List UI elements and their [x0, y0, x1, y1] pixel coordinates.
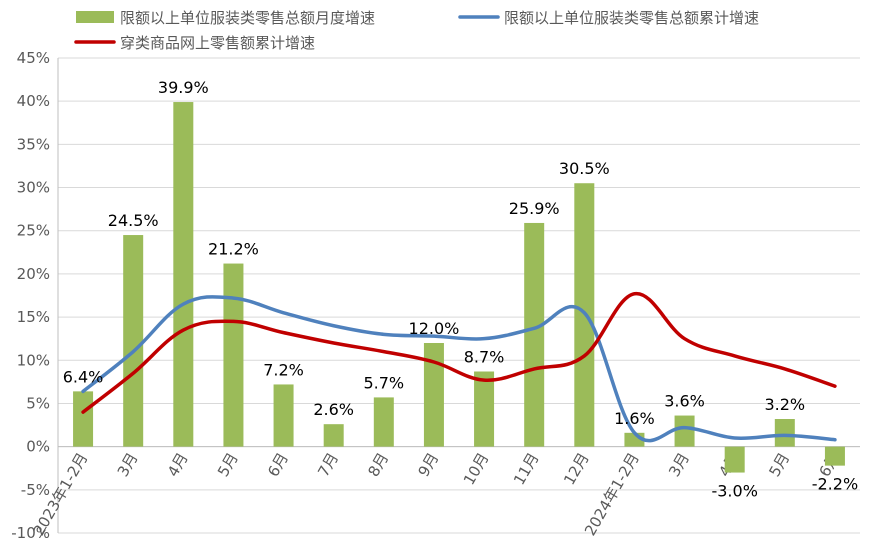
bar: [373, 397, 394, 447]
data-label: 1.6%: [614, 409, 655, 428]
bar: [524, 222, 545, 447]
legend: 限额以上单位服装类零售总额月度增速 限额以上单位服装类零售总额累计增速穿类商品网上…: [74, 9, 759, 52]
legend-label: 穿类商品网上零售额累计增速: [120, 34, 315, 52]
bar: [774, 419, 795, 447]
data-label: -3.0%: [711, 482, 757, 501]
y-tick-label: 35%: [17, 135, 50, 153]
bar: [423, 343, 444, 447]
bar-series: [73, 102, 845, 473]
x-tick-label: 8月: [364, 450, 392, 480]
x-tick-label: 2024年1-2月: [581, 450, 643, 539]
x-tick-label: 12月: [560, 450, 593, 489]
data-label: 5.7%: [363, 373, 404, 392]
data-label: 39.9%: [158, 78, 209, 97]
legend-label: 限额以上单位服装类零售总额月度增速: [120, 9, 375, 27]
data-label: 7.2%: [263, 360, 304, 379]
cumulative-growth-line: [81, 295, 837, 443]
x-tick-label: 6月: [264, 450, 292, 480]
data-label: 12.0%: [409, 319, 460, 338]
y-tick-label: 5%: [26, 394, 50, 412]
data-label: 21.2%: [208, 240, 259, 259]
y-tick-label: -5%: [21, 481, 50, 499]
bar: [223, 263, 244, 447]
y-tick-label: 10%: [17, 351, 50, 369]
bar: [824, 446, 845, 466]
bar: [123, 235, 144, 447]
bar: [73, 391, 94, 447]
bar: [273, 384, 294, 447]
legend-label: 限额以上单位服装类零售总额累计增速: [504, 9, 759, 27]
data-label: -2.2%: [812, 475, 858, 494]
x-tick-label: 9月: [415, 450, 443, 480]
bar: [323, 424, 344, 447]
data-labels: 6.4% 24.5% 39.9% 21.2% 7.2% 2.6% 5.7% 12.0%8.7%…: [63, 78, 858, 501]
data-label: 3.2%: [764, 395, 805, 414]
data-label: 30.5%: [559, 159, 610, 178]
line-series: [81, 292, 837, 443]
y-tick-label: 25%: [17, 222, 50, 240]
x-tick-label: 7月: [314, 450, 342, 480]
x-tick-label: 4月: [164, 450, 192, 480]
y-tick-label: 15%: [17, 308, 50, 326]
x-tick-label: 11月: [510, 450, 543, 489]
x-tick-label: 5月: [214, 450, 242, 480]
y-tick-label: 30%: [17, 179, 50, 197]
y-tick-label: -10%: [11, 524, 50, 542]
y-tick-label: 40%: [17, 92, 50, 110]
data-label: 3.6%: [664, 392, 705, 411]
data-label: 6.4%: [63, 367, 104, 386]
online-retail-growth-line: [81, 292, 837, 414]
x-tick-label: 3月: [114, 450, 142, 480]
y-tick-label: 0%: [26, 438, 50, 456]
bar: [173, 102, 194, 447]
bar: [674, 415, 695, 447]
bar: [724, 446, 745, 473]
x-tick-label: 3月: [665, 450, 693, 480]
y-tick-label: 45%: [17, 49, 50, 67]
legend-swatch: [76, 11, 114, 23]
data-label: 8.7%: [464, 348, 505, 367]
data-label: 2.6%: [313, 400, 354, 419]
x-tick-label: 10月: [460, 450, 493, 489]
data-label: 24.5%: [108, 211, 159, 230]
y-tick-label: 20%: [17, 265, 50, 283]
data-label: 25.9%: [509, 199, 560, 218]
bar: [474, 371, 495, 447]
x-tick-label: 5月: [765, 450, 793, 480]
